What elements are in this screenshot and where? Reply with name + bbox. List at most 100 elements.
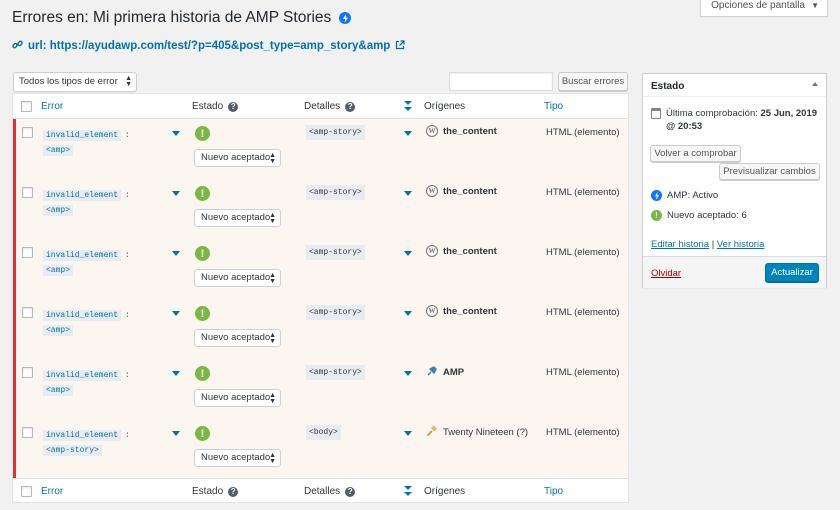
status-select[interactable]: Nuevo aceptado ▲ ▼ [194,449,281,467]
select-arrows-icon: ▲ ▼ [269,272,276,285]
expand-details-icon[interactable] [404,191,412,196]
select-arrows-icon: ▲ ▼ [269,392,276,405]
table-row: invalid_element: <amp>! Nuevo aceptado ▲ ▼ <a… [13,299,628,359]
plugin-icon [426,365,438,380]
table-row: invalid_element: <amp-story>! Nuevo acepta… [13,419,628,479]
error-code[interactable]: invalid_element: <amp> [43,368,133,398]
post-url[interactable]: url: https://ayudawp.com/test/?p=405&pos… [12,39,405,53]
error-code-name: invalid_element [43,430,122,441]
expand-error-icon[interactable] [172,131,180,136]
expand-details-icon[interactable] [404,131,412,136]
column-type[interactable]: Tipo [544,101,564,112]
link-separator: | [711,239,715,250]
view-story-link[interactable]: Ver historia [716,239,765,250]
theme-icon [426,425,438,440]
expand-error-icon[interactable] [172,191,180,196]
expand-details-icon[interactable] [404,431,412,436]
error-type: HTML (elemento) [546,247,620,258]
help-icon[interactable]: ? [228,101,239,112]
error-code-separator: : [125,371,130,380]
column-status-label: Estado [192,486,224,497]
status-select[interactable]: Nuevo aceptado ▲ ▼ [194,209,281,227]
last-check: Última comprobación: 25 Jun, 2019 @ 20:5… [651,107,821,133]
error-code-separator: : [125,311,130,320]
post-url-text: url: https://ayudawp.com/test/?p=405&pos… [28,40,391,52]
wordpress-icon: W [426,185,438,197]
error-code-separator: : [125,431,130,440]
origin-name: the_content [443,305,497,317]
column-type-footer[interactable]: Tipo [544,486,564,497]
row-checkbox[interactable] [22,127,33,138]
status-select[interactable]: Nuevo aceptado ▲ ▼ [194,329,281,347]
help-icon[interactable]: ? [345,101,356,112]
origin: AMP [426,365,464,380]
column-error-footer[interactable]: Error [41,486,64,497]
help-icon[interactable]: ? [345,486,356,497]
status-select[interactable]: Nuevo aceptado ▲ ▼ [194,149,281,167]
error-code-name: invalid_element [43,370,122,381]
error-code[interactable]: invalid_element: <amp> [43,188,133,218]
status-select-value: Nuevo aceptado [201,332,271,343]
expand-error-icon[interactable] [172,431,180,436]
search-button[interactable]: Buscar errores [558,72,628,91]
edit-story-link[interactable]: Editar historia [651,239,710,250]
select-arrows-icon: ▲ ▼ [269,152,276,165]
select-all-checkbox-footer[interactable] [21,486,32,497]
row-checkbox[interactable] [22,367,33,378]
detail-element: <amp-story> [306,185,365,200]
expand-details-icon[interactable] [404,251,412,256]
expand-details-icon[interactable] [404,371,412,376]
expand-details-icon[interactable] [404,311,412,316]
status-metabox-header[interactable]: Estado [643,74,826,97]
error-code[interactable]: invalid_element: <amp> [43,128,133,158]
row-checkbox[interactable] [22,247,33,258]
recheck-button[interactable]: Volver a comprobar [650,145,741,162]
origin: Twenty Nineteen (?) [426,425,528,440]
status-select-value: Nuevo aceptado [201,272,271,283]
error-node-name: <amp> [43,385,74,396]
status-select-value: Nuevo aceptado [201,452,271,463]
details-toggle-all-icon[interactable] [404,101,413,117]
last-check-value: 25 Jun, 2019 @ 20:53 [666,108,818,132]
row-checkbox[interactable] [22,187,33,198]
table-row: invalid_element: <amp>! Nuevo aceptado ▲ ▼ <a… [13,359,628,419]
error-type: HTML (elemento) [546,187,620,198]
error-node-name: <amp-story> [43,445,102,456]
table-header: Error Estado ? Detalles ? Orígenes Tipo [13,94,628,119]
column-origins: Orígenes [424,101,466,112]
error-code[interactable]: invalid_element: <amp> [43,308,133,338]
error-code[interactable]: invalid_element: <amp-story> [43,428,133,458]
exclamation-icon: ! [195,186,210,201]
error-node-name: <amp> [43,265,74,276]
table-row: invalid_element: <amp>! Nuevo aceptado ▲ ▼ <a… [13,179,628,239]
update-button[interactable]: Actualizar [765,263,819,282]
status-select[interactable]: Nuevo aceptado ▲ ▼ [194,269,281,287]
search-input[interactable] [449,72,553,91]
row-checkbox[interactable] [22,427,33,438]
preview-changes-button[interactable]: Previsualizar cambios [719,163,820,180]
column-error[interactable]: Error [41,101,64,112]
forget-link[interactable]: Olvidar [651,268,682,279]
amp-status: AMP: Activo [651,189,718,202]
error-type-select[interactable]: Todos los tipos de error ▲ ▼ [13,72,137,92]
help-icon[interactable]: ? [228,486,239,497]
expand-error-icon[interactable] [172,251,180,256]
status-metabox: Estado Última comprobación: 25 Jun, 2019… [642,73,827,288]
select-arrows-icon: ▲ ▼ [269,332,276,345]
error-type: HTML (elemento) [546,307,620,318]
error-code[interactable]: invalid_element: <amp> [43,248,133,278]
column-status-label: Estado [192,101,224,112]
details-toggle-all-icon-footer[interactable] [404,486,413,502]
expand-error-icon[interactable] [172,311,180,316]
exclamation-icon: ! [195,426,210,441]
expand-error-icon[interactable] [172,371,180,376]
table-row: invalid_element: <amp>! Nuevo aceptado ▲ ▼ <a… [13,119,628,179]
screen-options-toggle[interactable]: Opciones de pantalla ▼ [700,0,828,17]
exclamation-icon: ! [195,306,210,321]
status-select[interactable]: Nuevo aceptado ▲ ▼ [194,389,281,407]
wordpress-icon: W [426,125,438,137]
collapse-arrow-icon[interactable] [812,82,818,86]
select-all-checkbox[interactable] [21,101,32,112]
column-details-footer: Detalles ? [304,486,356,497]
row-checkbox[interactable] [22,307,33,318]
